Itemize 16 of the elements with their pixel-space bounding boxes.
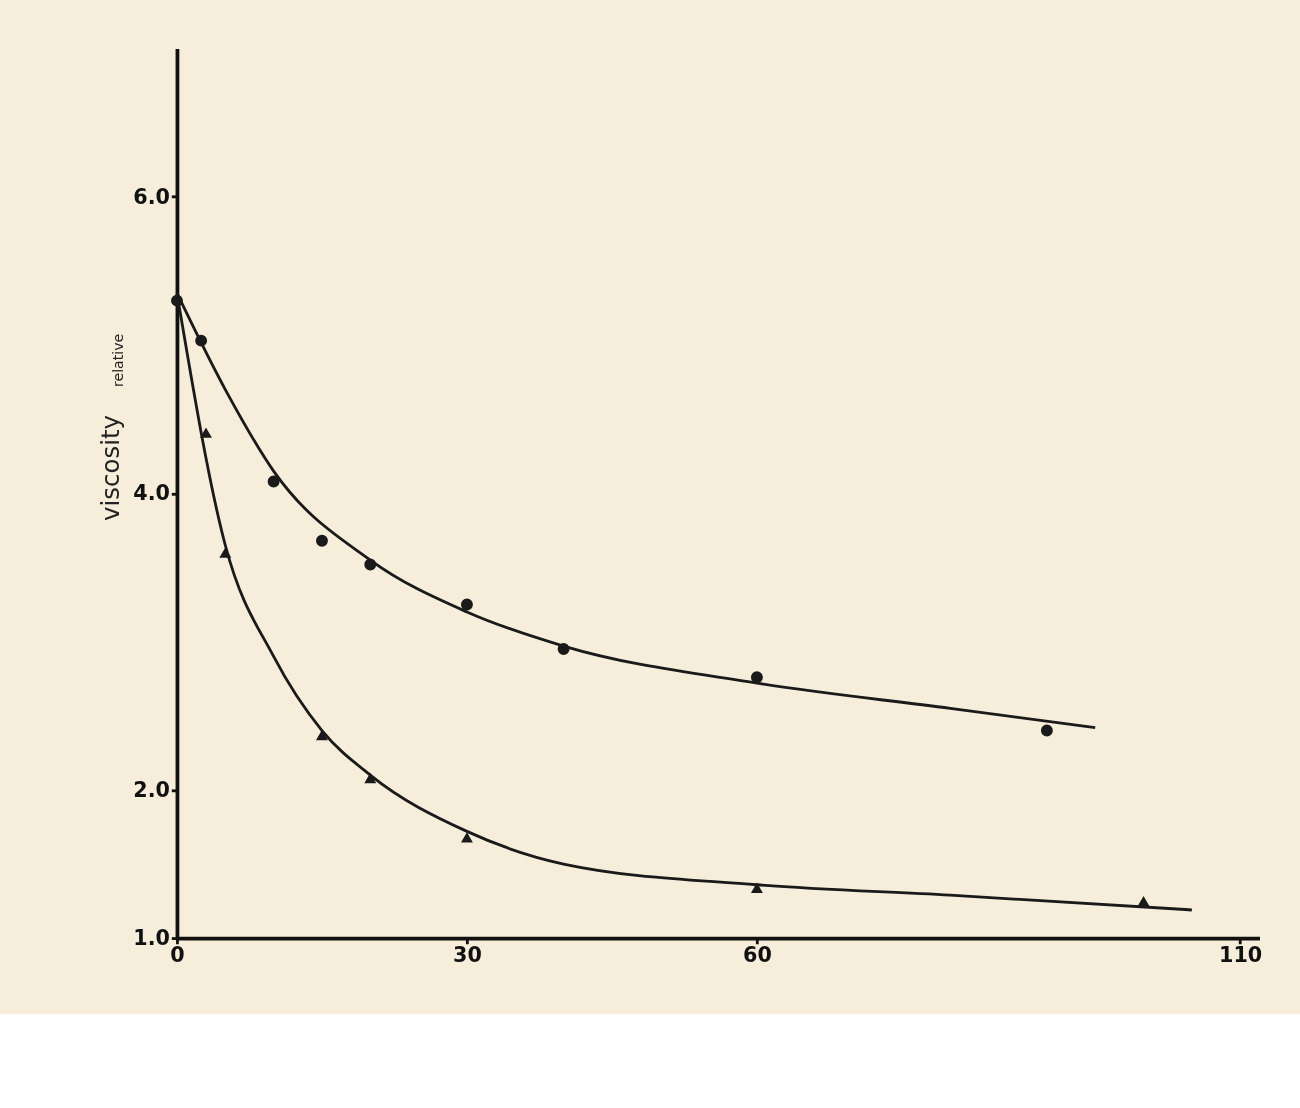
y-tick-label: 4.0 <box>133 481 170 506</box>
point <box>267 475 280 488</box>
y-tick-label: 2.0 <box>133 777 170 802</box>
x-tick-label: 60 <box>742 943 772 968</box>
point <box>460 832 473 843</box>
y-tick-label: 1.0 <box>133 926 170 951</box>
point <box>460 598 473 611</box>
x-tick-label: 30 <box>453 943 482 968</box>
y-tick-label: 6.0 <box>133 184 170 209</box>
point <box>1040 724 1053 737</box>
point <box>200 427 212 438</box>
x-tick-label: 0 <box>170 943 185 968</box>
y-axis-title: viscosityrelative <box>95 333 127 522</box>
point <box>316 534 328 547</box>
point <box>750 671 763 684</box>
x-tick-label: 110 <box>1219 943 1263 968</box>
